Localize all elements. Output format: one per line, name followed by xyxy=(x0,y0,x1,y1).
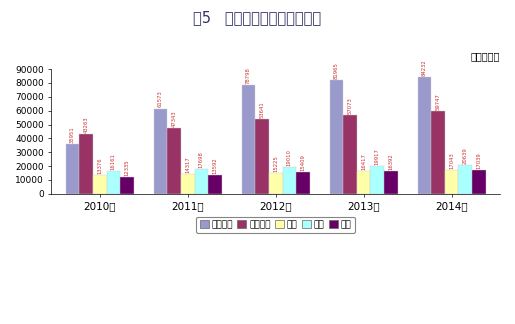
Bar xyxy=(384,171,398,194)
Legend: 基本养老, 基本医疗, 失业, 工伤, 生育: 基本养老, 基本医疗, 失业, 工伤, 生育 xyxy=(196,217,355,233)
Text: 15409: 15409 xyxy=(300,155,305,171)
Bar xyxy=(283,168,296,194)
Text: 12335: 12335 xyxy=(125,159,130,176)
Bar xyxy=(296,172,310,194)
Bar xyxy=(431,111,445,194)
Text: 单位：万人: 单位：万人 xyxy=(471,52,500,62)
Text: 81965: 81965 xyxy=(334,62,339,79)
Text: 17698: 17698 xyxy=(199,151,204,168)
Text: 17039: 17039 xyxy=(476,152,482,169)
Text: 20639: 20639 xyxy=(463,147,468,164)
Text: 57073: 57073 xyxy=(348,97,353,114)
Bar xyxy=(269,173,283,194)
Bar xyxy=(120,177,134,194)
Text: 78798: 78798 xyxy=(246,67,251,84)
Bar xyxy=(167,128,181,194)
Text: 84232: 84232 xyxy=(422,59,427,76)
Text: 16161: 16161 xyxy=(111,154,116,170)
Text: 53641: 53641 xyxy=(260,102,265,118)
Text: 14317: 14317 xyxy=(185,156,190,173)
Text: 13376: 13376 xyxy=(97,157,102,174)
Text: 19010: 19010 xyxy=(287,149,292,166)
Bar xyxy=(79,134,93,194)
Bar xyxy=(107,171,120,194)
Text: 43263: 43263 xyxy=(83,116,89,133)
Text: 13592: 13592 xyxy=(213,157,217,174)
Bar xyxy=(93,175,107,194)
Bar xyxy=(66,144,79,194)
Bar xyxy=(255,120,269,194)
Bar xyxy=(370,166,384,194)
Text: 15225: 15225 xyxy=(273,155,278,172)
Bar xyxy=(242,85,255,194)
Bar xyxy=(357,171,370,194)
Text: 59747: 59747 xyxy=(436,93,440,110)
Bar xyxy=(445,170,458,194)
Bar xyxy=(153,109,167,194)
Bar xyxy=(418,77,431,194)
Text: 16392: 16392 xyxy=(388,153,393,170)
Bar xyxy=(181,174,195,194)
Bar xyxy=(458,165,472,194)
Text: 16417: 16417 xyxy=(361,153,366,170)
Text: 19917: 19917 xyxy=(375,148,380,165)
Bar xyxy=(195,169,208,194)
Bar xyxy=(208,175,222,194)
Text: 61573: 61573 xyxy=(158,91,163,107)
Bar xyxy=(472,170,486,194)
Text: 35951: 35951 xyxy=(70,126,75,143)
Text: 47343: 47343 xyxy=(171,110,177,127)
Bar xyxy=(343,115,357,194)
Text: 图5   近五年社会保险参保人数: 图5 近五年社会保险参保人数 xyxy=(194,10,321,25)
Bar xyxy=(330,80,343,194)
Text: 17043: 17043 xyxy=(449,152,454,169)
